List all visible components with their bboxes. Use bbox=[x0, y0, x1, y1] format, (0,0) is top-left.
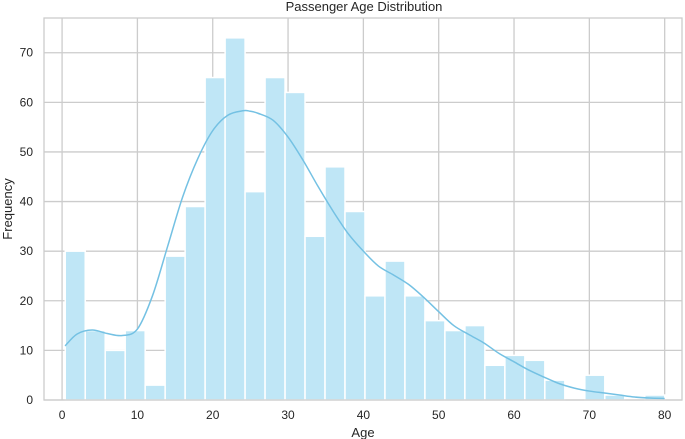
chart-title: Passenger Age Distribution bbox=[286, 0, 443, 14]
histogram-bar bbox=[464, 324, 486, 401]
x-tick-labels: 0 10 20 30 40 50 60 70 80 bbox=[59, 408, 672, 422]
histogram-bar bbox=[164, 255, 186, 401]
y-tick-label: 50 bbox=[20, 145, 34, 159]
histogram-bar bbox=[364, 295, 386, 401]
bars-layer bbox=[64, 37, 666, 401]
histogram-bar bbox=[124, 329, 146, 401]
histogram-bar bbox=[224, 37, 246, 401]
x-tick-label: 10 bbox=[131, 408, 145, 422]
histogram-bar bbox=[264, 76, 286, 401]
histogram-bar bbox=[144, 384, 166, 401]
histogram-bar bbox=[184, 205, 206, 401]
histogram-bar bbox=[304, 235, 326, 401]
plot-border bbox=[43, 17, 683, 401]
histogram-bar bbox=[384, 260, 406, 401]
y-tick-label: 0 bbox=[26, 393, 33, 407]
y-tick-label: 70 bbox=[20, 46, 34, 60]
histogram-bar bbox=[444, 329, 466, 401]
histogram-bar bbox=[84, 329, 106, 401]
x-tick-label: 80 bbox=[658, 408, 672, 422]
histogram-bar bbox=[524, 359, 546, 401]
y-tick-label: 40 bbox=[20, 195, 34, 209]
histogram-bar bbox=[64, 250, 86, 401]
histogram-bar bbox=[544, 379, 566, 401]
x-tick-label: 30 bbox=[281, 408, 295, 422]
x-tick-label: 70 bbox=[583, 408, 597, 422]
y-tick-label: 30 bbox=[20, 244, 34, 258]
histogram-bar bbox=[424, 319, 446, 401]
x-tick-label: 20 bbox=[206, 408, 220, 422]
histogram-bar bbox=[204, 76, 226, 401]
x-tick-label: 0 bbox=[59, 408, 66, 422]
x-axis-label: Age bbox=[351, 425, 374, 439]
x-tick-label: 40 bbox=[357, 408, 371, 422]
histogram-bar bbox=[344, 210, 366, 401]
y-tick-label: 10 bbox=[20, 343, 34, 357]
x-tick-label: 50 bbox=[432, 408, 446, 422]
y-tick-labels: 0 10 20 30 40 50 60 70 bbox=[20, 46, 34, 407]
kde-line bbox=[64, 109, 665, 400]
y-axis-label: Frequency bbox=[0, 178, 15, 240]
histogram-bar bbox=[104, 349, 126, 401]
histogram-bar bbox=[584, 374, 606, 401]
y-tick-label: 60 bbox=[20, 95, 34, 109]
histogram-bar bbox=[484, 364, 506, 401]
x-tick-label: 60 bbox=[507, 408, 521, 422]
histogram-bar bbox=[284, 91, 306, 401]
histogram-bar bbox=[244, 190, 266, 401]
histogram-bar bbox=[404, 295, 426, 401]
y-tick-label: 20 bbox=[20, 294, 34, 308]
